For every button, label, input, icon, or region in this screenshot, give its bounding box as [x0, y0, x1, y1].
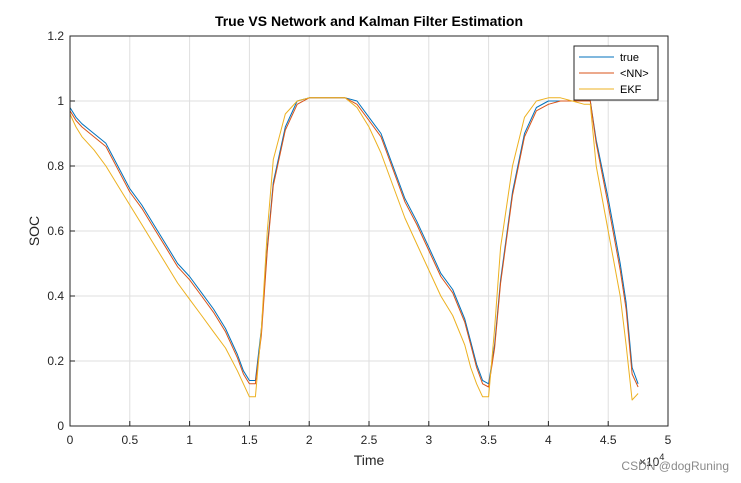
x-tick-label: 3.5: [480, 433, 497, 447]
legend-label-1: <NN>: [620, 68, 649, 80]
chart-title: True VS Network and Kalman Filter Estima…: [215, 13, 523, 29]
x-axis-multiplier-base: ×10: [639, 455, 660, 469]
x-tick-label: 5: [665, 433, 672, 447]
y-tick-label: 0.4: [47, 289, 64, 303]
watermark: CSDN @dogRuning: [621, 459, 729, 473]
y-tick-label: 0.6: [47, 224, 64, 238]
series-line-1: [69, 97, 639, 388]
x-tick-label: 1.5: [241, 433, 258, 447]
x-tick-label: 3: [425, 433, 432, 447]
x-axis-ticks: 0 0.5 1 1.5 2 2.5 3 3.5 4 4.5 5: [67, 421, 672, 447]
y-axis-label: SOC: [26, 216, 42, 246]
y-tick-label: 0.2: [47, 354, 64, 368]
legend: true <NN> EKF: [573, 45, 659, 101]
x-axis-label: Time: [354, 452, 385, 468]
series-line-0: [69, 97, 639, 385]
y-tick-label: 0.8: [47, 159, 64, 173]
legend-label-0: true: [620, 52, 639, 64]
y-tick-label: 0: [57, 419, 64, 433]
x-tick-label: 2.5: [361, 433, 378, 447]
x-axis-multiplier-exponent: 4: [659, 452, 664, 462]
y-tick-label: 1: [57, 94, 64, 108]
series-layer: [69, 97, 639, 401]
y-tick-label: 1.2: [47, 29, 64, 43]
x-tick-label: 4.5: [600, 433, 617, 447]
x-tick-label: 1: [186, 433, 193, 447]
x-tick-label: 0.5: [121, 433, 138, 447]
x-tick-label: 2: [306, 433, 313, 447]
x-tick-label: 4: [545, 433, 552, 447]
x-axis-multiplier: ×104: [639, 452, 664, 469]
legend-label-2: EKF: [620, 84, 642, 96]
series-line-2: [69, 97, 639, 401]
y-axis-ticks: 0 0.2 0.4 0.6 0.8 1 1.2: [47, 29, 75, 433]
x-tick-label: 0: [67, 433, 74, 447]
